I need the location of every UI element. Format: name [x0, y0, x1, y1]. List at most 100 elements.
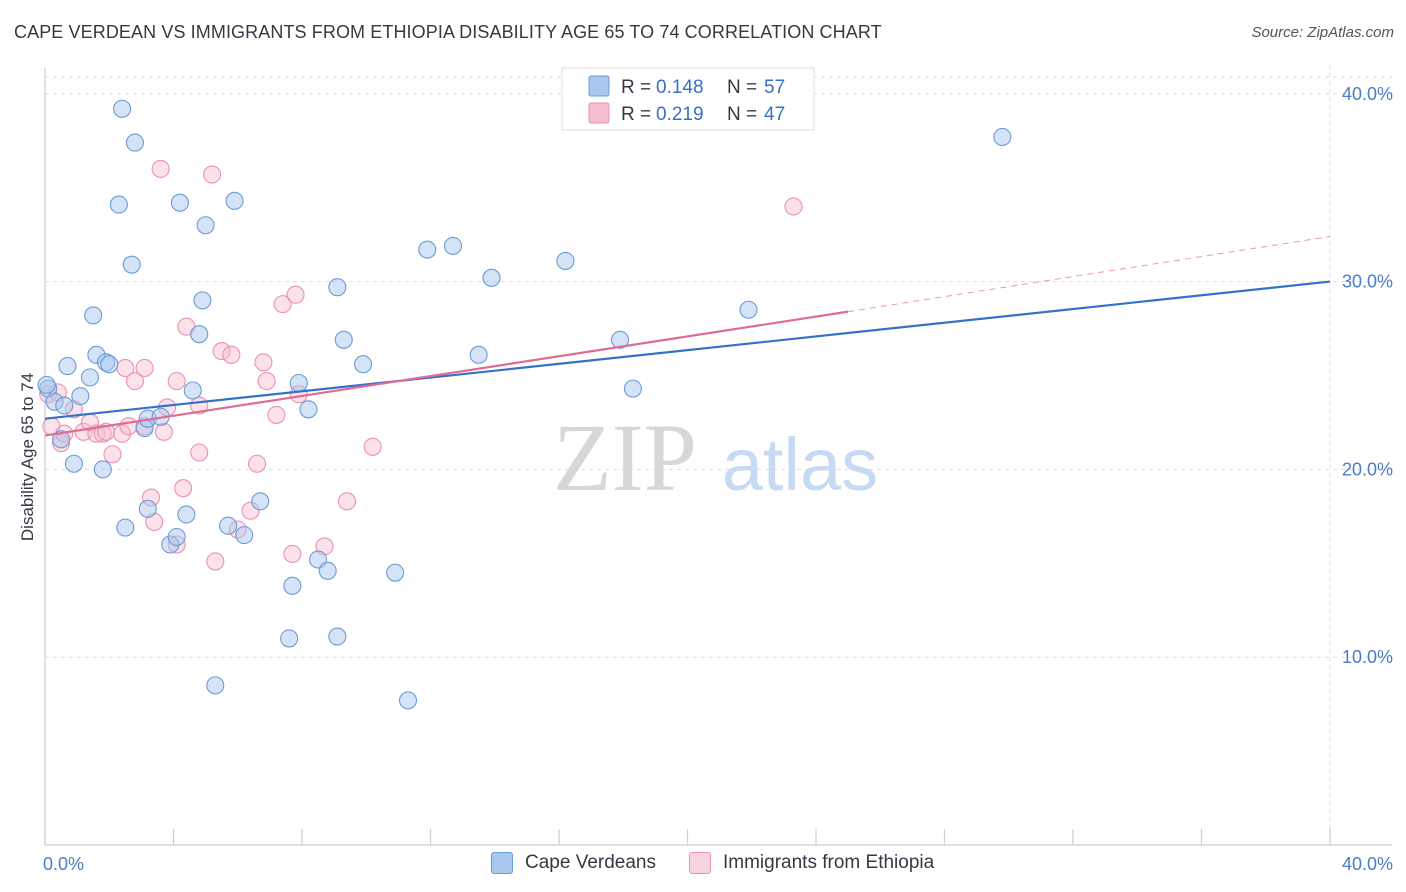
point-cape-verdean [993, 127, 1012, 147]
y-tick-label: 40.0% [1342, 84, 1393, 104]
point-immigrants-ethiopia [257, 372, 276, 391]
point-immigrants-ethiopia [363, 437, 382, 456]
point-immigrants-ethiopia [212, 342, 231, 361]
point-cape-verdean [386, 563, 405, 582]
legend-item-cape-verdeans: Cape Verdeans [491, 852, 656, 874]
point-cape-verdean [280, 629, 299, 648]
point-immigrants-ethiopia [135, 358, 154, 378]
point-cape-verdean [623, 379, 642, 398]
point-immigrants-ethiopia [283, 544, 302, 563]
point-cape-verdean [122, 255, 141, 274]
y-tick-label: 30.0% [1342, 272, 1393, 292]
point-cape-verdean [610, 330, 630, 349]
point-cape-verdean [443, 236, 463, 255]
point-cape-verdean [235, 526, 254, 545]
legend-n-value-1: 57 [764, 77, 785, 98]
point-immigrants-ethiopia [222, 345, 241, 364]
legend-swatch-pink [588, 102, 610, 124]
point-immigrants-ethiopia [267, 405, 286, 424]
point-cape-verdean [84, 306, 103, 325]
chart-title: CAPE VERDEAN VS IMMIGRANTS FROM ETHIOPIA… [14, 22, 882, 42]
point-cape-verdean [109, 195, 128, 214]
legend-r-label-2: R = [621, 104, 651, 125]
trend-line-cape-verdeans [44, 280, 1331, 420]
y-tick-label: 20.0% [1342, 459, 1393, 479]
point-cape-verdean [116, 518, 135, 537]
point-cape-verdean [299, 400, 318, 419]
trend-line-immigrants-ethiopia [44, 310, 849, 437]
point-cape-verdean [193, 291, 212, 310]
point-cape-verdean [219, 516, 238, 535]
point-cape-verdean [64, 454, 83, 473]
point-cape-verdean [283, 576, 302, 595]
point-cape-verdean [318, 561, 337, 580]
point-cape-verdean [196, 216, 215, 235]
legend-r-value-2: 0.219 [656, 104, 704, 125]
point-cape-verdean [80, 368, 100, 387]
legend-r-value-1: 0.148 [656, 77, 704, 98]
point-cape-verdean [206, 676, 225, 695]
legend-item-immigrants-ethiopia: Immigrants from Ethiopia [689, 852, 934, 874]
point-cape-verdean [113, 99, 132, 118]
legend-label-cape-verdeans: Cape Verdeans [525, 852, 656, 873]
point-cape-verdean [138, 499, 157, 518]
point-cape-verdean [58, 357, 77, 376]
point-immigrants-ethiopia [167, 372, 186, 391]
x-tick-label-max: 40.0% [1342, 854, 1393, 874]
point-immigrants-ethiopia [151, 159, 170, 178]
legend-bottom: Cape Verdeans Immigrants from Ethiopia [0, 852, 1406, 878]
point-cape-verdean [398, 691, 418, 710]
point-immigrants-ethiopia [113, 424, 132, 443]
y-tick-labels: 10.0% 20.0% 30.0% 40.0% [1342, 84, 1393, 667]
point-immigrants-ethiopia [206, 552, 225, 571]
point-immigrants-ethiopia [190, 443, 209, 462]
point-cape-verdean [418, 240, 437, 259]
point-immigrants-ethiopia [174, 479, 193, 498]
grid-lines [45, 65, 1392, 845]
point-immigrants-ethiopia [103, 445, 122, 464]
series-cape-verdeans [37, 99, 1012, 710]
point-immigrants-ethiopia [784, 197, 803, 216]
point-cape-verdean [52, 430, 71, 449]
watermark-atlas: atlas [722, 423, 878, 506]
point-cape-verdean [469, 345, 488, 364]
point-cape-verdean [334, 330, 353, 349]
point-immigrants-ethiopia [286, 285, 305, 304]
point-cape-verdean [353, 355, 373, 374]
legend-n-value-2: 47 [764, 104, 785, 125]
trend-line-immigrants-ethiopia-extrapolated [848, 236, 1331, 313]
point-cape-verdean [289, 373, 308, 393]
point-cape-verdean [251, 492, 270, 511]
point-cape-verdean [183, 381, 202, 400]
legend-swatch-cape-verdeans [491, 852, 513, 874]
legend-swatch-immigrants-ethiopia [689, 852, 711, 874]
x-tick-label-min: 0.0% [43, 854, 84, 874]
legend-n-label-2: N = [727, 104, 757, 125]
watermark: ZIP atlas [553, 404, 878, 511]
point-cape-verdean [190, 325, 209, 344]
x-tick-labels: 0.0% 40.0% [43, 854, 1393, 874]
point-cape-verdean [328, 278, 347, 297]
watermark-zip: ZIP [553, 404, 697, 511]
point-cape-verdean [55, 396, 74, 415]
point-cape-verdean [225, 191, 244, 210]
legend-swatch-blue [588, 75, 610, 97]
point-immigrants-ethiopia [125, 372, 144, 391]
point-cape-verdean [71, 387, 90, 406]
y-axis-label: Disability Age 65 to 74 [18, 373, 37, 541]
legend-top: R = 0.148 N = 57 R = 0.219 N = 47 [561, 67, 815, 131]
point-immigrants-ethiopia [93, 424, 112, 443]
trend-lines [44, 236, 1331, 437]
point-cape-verdean [167, 527, 186, 547]
point-cape-verdean [125, 133, 144, 152]
point-immigrants-ethiopia [203, 165, 222, 184]
point-cape-verdean [739, 300, 758, 319]
source-label: Source: ZipAtlas.com [1251, 24, 1394, 41]
y-tick-label: 10.0% [1342, 647, 1393, 667]
point-cape-verdean [556, 251, 575, 270]
point-cape-verdean [100, 355, 119, 374]
axes [44, 68, 1392, 846]
point-immigrants-ethiopia [154, 422, 173, 441]
point-cape-verdean [170, 193, 189, 212]
point-immigrants-ethiopia [247, 454, 267, 473]
